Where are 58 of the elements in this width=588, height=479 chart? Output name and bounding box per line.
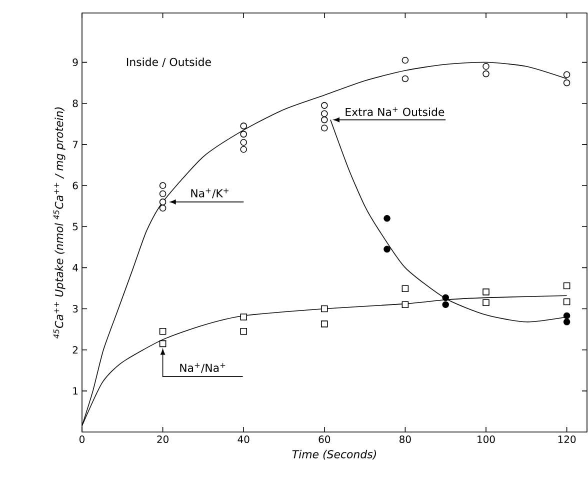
y-tick-label: 5 [72,222,78,230]
point [240,314,247,320]
point [482,70,490,78]
point [563,79,570,86]
point [563,282,570,290]
point [442,294,450,302]
point [321,124,328,132]
x-tick-label: 100 [478,436,495,444]
y-tick-label: 9 [72,58,78,66]
x-tick-label: 40 [238,436,250,444]
point [402,75,409,82]
point [321,305,328,312]
y-axis-title: $^{45}$Ca$^{++}$ Uptake (nmol $^{45}$Ca$^{++}$ / mg protein) [53,107,66,339]
y-tick-label: 4 [72,264,78,272]
point [402,56,409,64]
point [482,299,490,306]
point [159,340,166,348]
point [321,116,328,124]
y-tick-label: 2 [72,346,78,354]
point [159,182,166,189]
point [384,214,390,222]
point [482,63,490,70]
annotation: Inside / Outside [127,58,211,67]
x-tick-label: 120 [558,436,576,444]
point [240,146,247,153]
point [240,138,247,146]
y-tick-label: 3 [72,304,78,313]
point [159,190,166,198]
y-tick-label: 8 [72,100,78,108]
y-tick-label: 6 [72,182,78,190]
point [482,288,490,296]
point [159,328,166,335]
point [240,130,247,138]
x-tick-label: 20 [157,436,168,444]
point [240,328,247,335]
annotation: Extra Na$^{+}$ Outside [346,107,444,116]
point [563,312,570,320]
point [563,318,570,326]
x-tick-label: 0 [79,436,85,444]
x-tick-label: 80 [400,436,411,444]
x-tick-label: 60 [318,436,330,444]
point [321,102,328,109]
point [442,301,450,308]
annotation: Na$^{+}$/Na$^{+}$ [180,363,226,373]
y-tick-label: 1 [73,387,78,395]
point [240,122,247,130]
point [563,71,570,78]
point [563,298,570,306]
point [402,301,409,308]
y-tick-label: 7 [72,140,78,148]
point [402,285,409,292]
point [159,204,166,212]
point [321,110,328,118]
point [321,320,328,328]
annotation: Na$^{+}$/K$^{+}$ [191,188,228,198]
point [159,198,166,206]
x-axis-title: Time (Seconds) [292,450,376,460]
point [384,246,390,253]
